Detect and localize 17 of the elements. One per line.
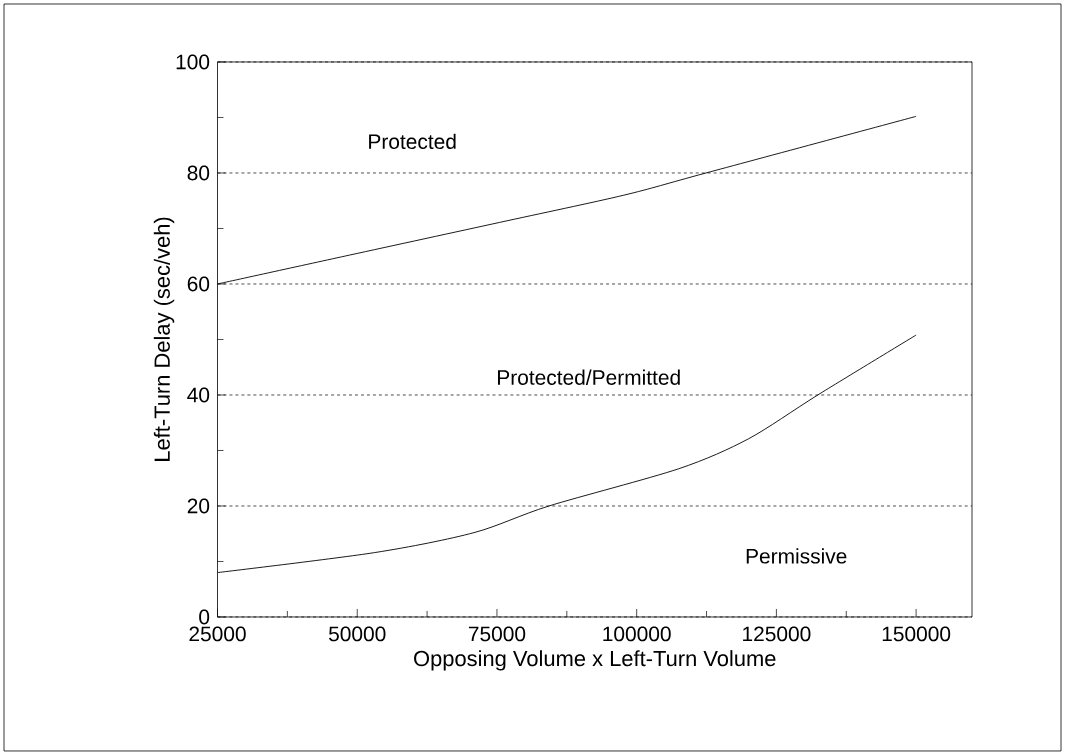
- annotation: Protected/Permitted: [498, 369, 680, 385]
- y-tick-label: 80: [187, 165, 210, 181]
- y-axis-title: Left-Turn Delay (sec/veh): [153, 217, 175, 461]
- x-tick-label: 75000: [468, 626, 526, 642]
- annotation: Protected: [369, 133, 456, 150]
- y-tick-label: 60: [187, 276, 210, 292]
- y-tick-label: 0: [199, 609, 210, 625]
- annotation: Permissive: [746, 548, 847, 564]
- x-axis-title: Opposing Volume x Left-Turn Volume: [414, 650, 776, 671]
- x-tick-label: 125000: [743, 626, 811, 642]
- y-tick-label: 40: [187, 387, 210, 403]
- x-tick-label: 25000: [189, 626, 246, 642]
- x-tick-label: 150000: [882, 626, 951, 642]
- x-tick-label: 50000: [328, 626, 386, 642]
- x-tick-label: 100000: [603, 626, 671, 642]
- y-tick-label: 100: [176, 54, 210, 70]
- y-tick-label: 20: [187, 498, 210, 514]
